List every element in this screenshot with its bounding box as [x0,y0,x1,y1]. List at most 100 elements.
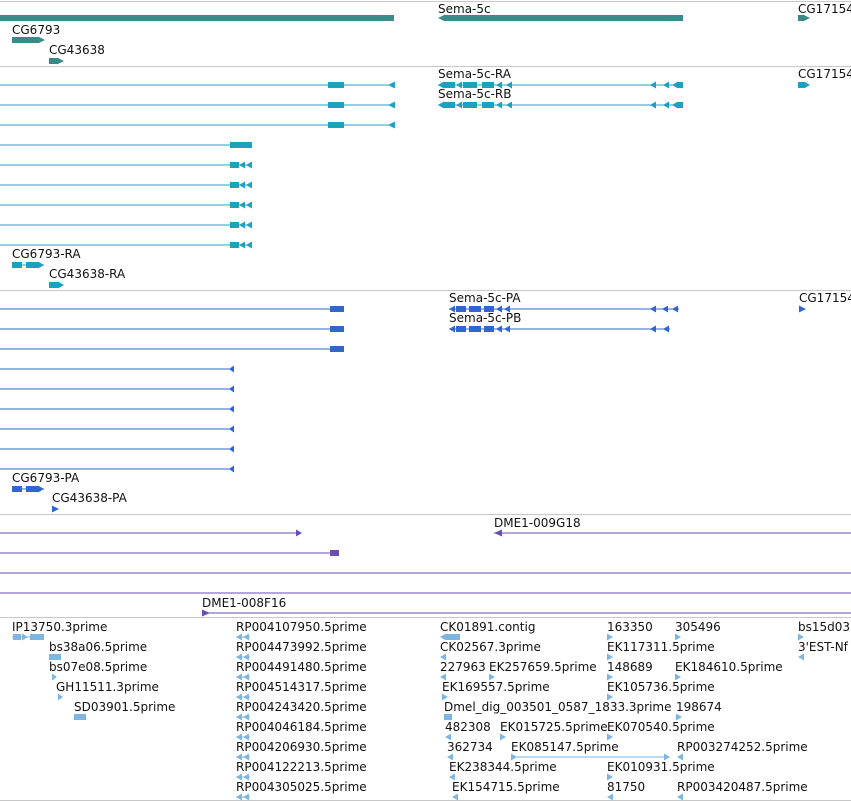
est-label: RP004305025.5prime [236,780,367,794]
transcript-feature-cg43638-ra[interactable] [49,281,64,289]
protein-feature[interactable] [0,365,234,373]
transcript-feature-cg6793-ra[interactable] [12,261,44,269]
est-feature[interactable] [58,693,63,701]
gene-feature-cg17154[interactable] [798,14,810,22]
est-feature[interactable] [607,653,613,661]
est-feature[interactable] [607,633,613,641]
est-label: EK010931.5prime [607,760,715,774]
clone-feature-dme1-009g18[interactable] [494,529,851,537]
est-feature[interactable] [444,714,452,720]
protein-feature-sema-5c-pb[interactable] [449,325,670,333]
transcript-feature[interactable] [0,101,395,109]
est-feature[interactable] [49,654,61,660]
protein-feature[interactable] [0,425,234,433]
est-feature[interactable] [445,733,451,741]
est-feature[interactable] [12,633,44,641]
est-label: 148689 [607,660,653,674]
est-label: EK238344.5prime [449,760,557,774]
transcript-feature[interactable] [0,241,252,249]
protein-label: Sema-5c-PB [449,311,521,325]
est-feature[interactable] [449,773,455,781]
est-feature[interactable] [676,713,682,721]
est-feature[interactable] [798,633,804,641]
transcript-feature[interactable] [0,201,252,209]
est-feature[interactable] [236,633,250,641]
protein-label: CG17154 [799,291,851,305]
est-feature[interactable] [440,633,460,641]
protein-feature[interactable] [0,306,344,312]
transcript-feature[interactable] [0,121,395,129]
est-label: RP004514317.5prime [236,680,367,694]
est-feature[interactable] [677,753,683,761]
est-label: RP004243420.5prime [236,700,367,714]
est-label: RP004107950.5prime [236,620,367,634]
est-label: GH11511.3prime [56,680,159,694]
est-feature[interactable] [236,773,250,781]
transcript-feature-cg17154[interactable] [798,81,810,89]
clone-label: DME1-008F16 [202,596,286,610]
protein-feature-cg43638-pa[interactable] [52,505,59,513]
est-feature[interactable] [607,733,613,741]
est-label: CK02567.3prime [440,640,541,654]
protein-feature-cg17154[interactable] [799,305,806,313]
est-feature[interactable] [236,713,250,721]
est-feature[interactable] [607,693,613,701]
transcript-feature-sema-5c-rb[interactable] [438,101,683,109]
clone-feature[interactable] [0,550,339,556]
est-feature[interactable] [607,773,613,781]
clone-feature-dme1-008f16[interactable] [202,609,851,617]
gene-label: Sema-5c [438,2,491,16]
protein-feature-cg6793-pa[interactable] [12,485,44,493]
est-label: CK01891.contig [440,620,535,634]
protein-feature[interactable] [0,346,344,352]
est-feature[interactable] [236,673,250,681]
gene-feature-cg6793[interactable] [12,36,45,44]
est-feature[interactable] [675,673,681,681]
gene-feature-cg43638[interactable] [49,57,64,65]
clone-feature[interactable] [0,529,302,537]
transcript-feature[interactable] [0,221,252,229]
protein-feature[interactable] [0,385,234,393]
est-feature[interactable] [52,673,57,681]
est-label: 305496 [675,620,721,634]
est-label: IP13750.3prime [12,620,107,634]
est-feature[interactable] [440,673,446,681]
est-label: 163350 [607,620,653,634]
protein-feature-sema-5c-pa[interactable] [449,305,679,313]
est-feature[interactable] [236,653,250,661]
transcript-label: CG6793-RA [12,247,81,261]
est-feature[interactable] [74,714,86,720]
est-feature[interactable] [442,693,448,701]
protein-feature[interactable] [0,445,234,453]
est-feature[interactable] [675,633,681,641]
transcript-feature[interactable] [0,81,395,89]
gene-feature-left[interactable] [0,15,394,21]
transcript-feature-sema-5c-ra[interactable] [438,81,683,89]
est-feature[interactable] [798,653,804,661]
est-feature[interactable] [677,793,683,801]
est-feature[interactable] [607,673,613,681]
clone-track: DME1-009G18 DME1-008F16 [0,516,851,617]
est-feature[interactable] [500,733,506,741]
est-feature[interactable] [236,793,250,801]
transcript-feature[interactable] [0,161,252,169]
est-feature[interactable] [447,753,453,761]
est-feature[interactable] [236,693,250,701]
protein-feature[interactable] [0,465,234,473]
protein-feature[interactable] [0,326,344,332]
gene-feature-sema-5c[interactable] [438,14,683,22]
est-feature[interactable] [440,653,446,661]
est-label: RP003420487.5prime [677,780,808,794]
transcript-feature[interactable] [0,142,252,148]
est-feature[interactable] [489,673,495,681]
est-feature[interactable] [452,793,458,801]
est-feature[interactable] [607,793,613,801]
est-label: EK105736.5prime [607,680,715,694]
est-track: IP13750.3prime bs38a06.5prime bs07e08.5p… [12,620,850,801]
est-feature[interactable] [236,753,250,761]
protein-feature[interactable] [0,405,234,413]
est-feature[interactable] [236,733,250,741]
transcript-feature[interactable] [0,181,252,189]
est-feature[interactable] [511,753,670,761]
